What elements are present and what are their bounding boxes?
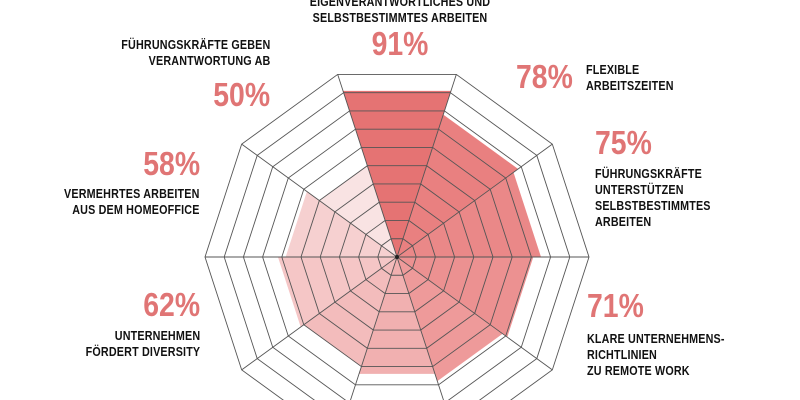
label-flex: FLEXIBLE ARBEITSZEITEN	[586, 63, 674, 93]
sector-fill	[277, 257, 397, 327]
grid-spoke	[241, 143, 398, 258]
label-top: EIGENVERANTWORTLICHES UND SELBSTBESTIMMT…	[309, 0, 491, 25]
grid-spoke	[350, 256, 398, 400]
pct-homeoffice: 58%	[143, 145, 200, 182]
sector-fill	[359, 257, 435, 374]
pct-support: 75%	[595, 124, 652, 161]
pct-flex: 78%	[516, 58, 573, 95]
grid-spoke	[337, 74, 398, 258]
pct-remote: 71%	[587, 287, 644, 324]
pct-delegate: 50%	[213, 76, 270, 113]
grid-spoke	[396, 143, 553, 258]
label-diversity: UNTERNEHMEN FÖRDERT DIVERSITY	[85, 329, 200, 359]
sector-fill	[303, 257, 397, 367]
sector-fill	[319, 165, 397, 257]
grid-spoke	[396, 256, 444, 400]
label-remote: KLARE UNTERNEHMENS- RICHTLINIEN ZU REMOT…	[587, 332, 725, 378]
sector-fill	[397, 257, 503, 382]
label-support: FÜHRUNGSKRÄFTE UNTERSTÜTZEN SELBSTBESTIM…	[595, 167, 711, 229]
grid-spoke	[396, 74, 457, 258]
sector-fill	[397, 114, 519, 257]
sector-fill	[285, 191, 397, 257]
label-homeoffice: VERMEHRTES ARBEITEN AUS DEM HOMEOFFICE	[64, 187, 200, 217]
sector-fill	[397, 257, 534, 338]
center-dot	[395, 255, 399, 259]
pct-diversity: 62%	[143, 286, 200, 323]
grid-spoke	[396, 256, 553, 371]
sector-fill	[343, 90, 451, 257]
pct-top: 91%	[371, 25, 429, 62]
label-delegate: FÜHRUNGSKRÄFTE GEBEN VERANTWORTUNG AB	[120, 38, 270, 68]
grid-spoke	[241, 256, 398, 371]
